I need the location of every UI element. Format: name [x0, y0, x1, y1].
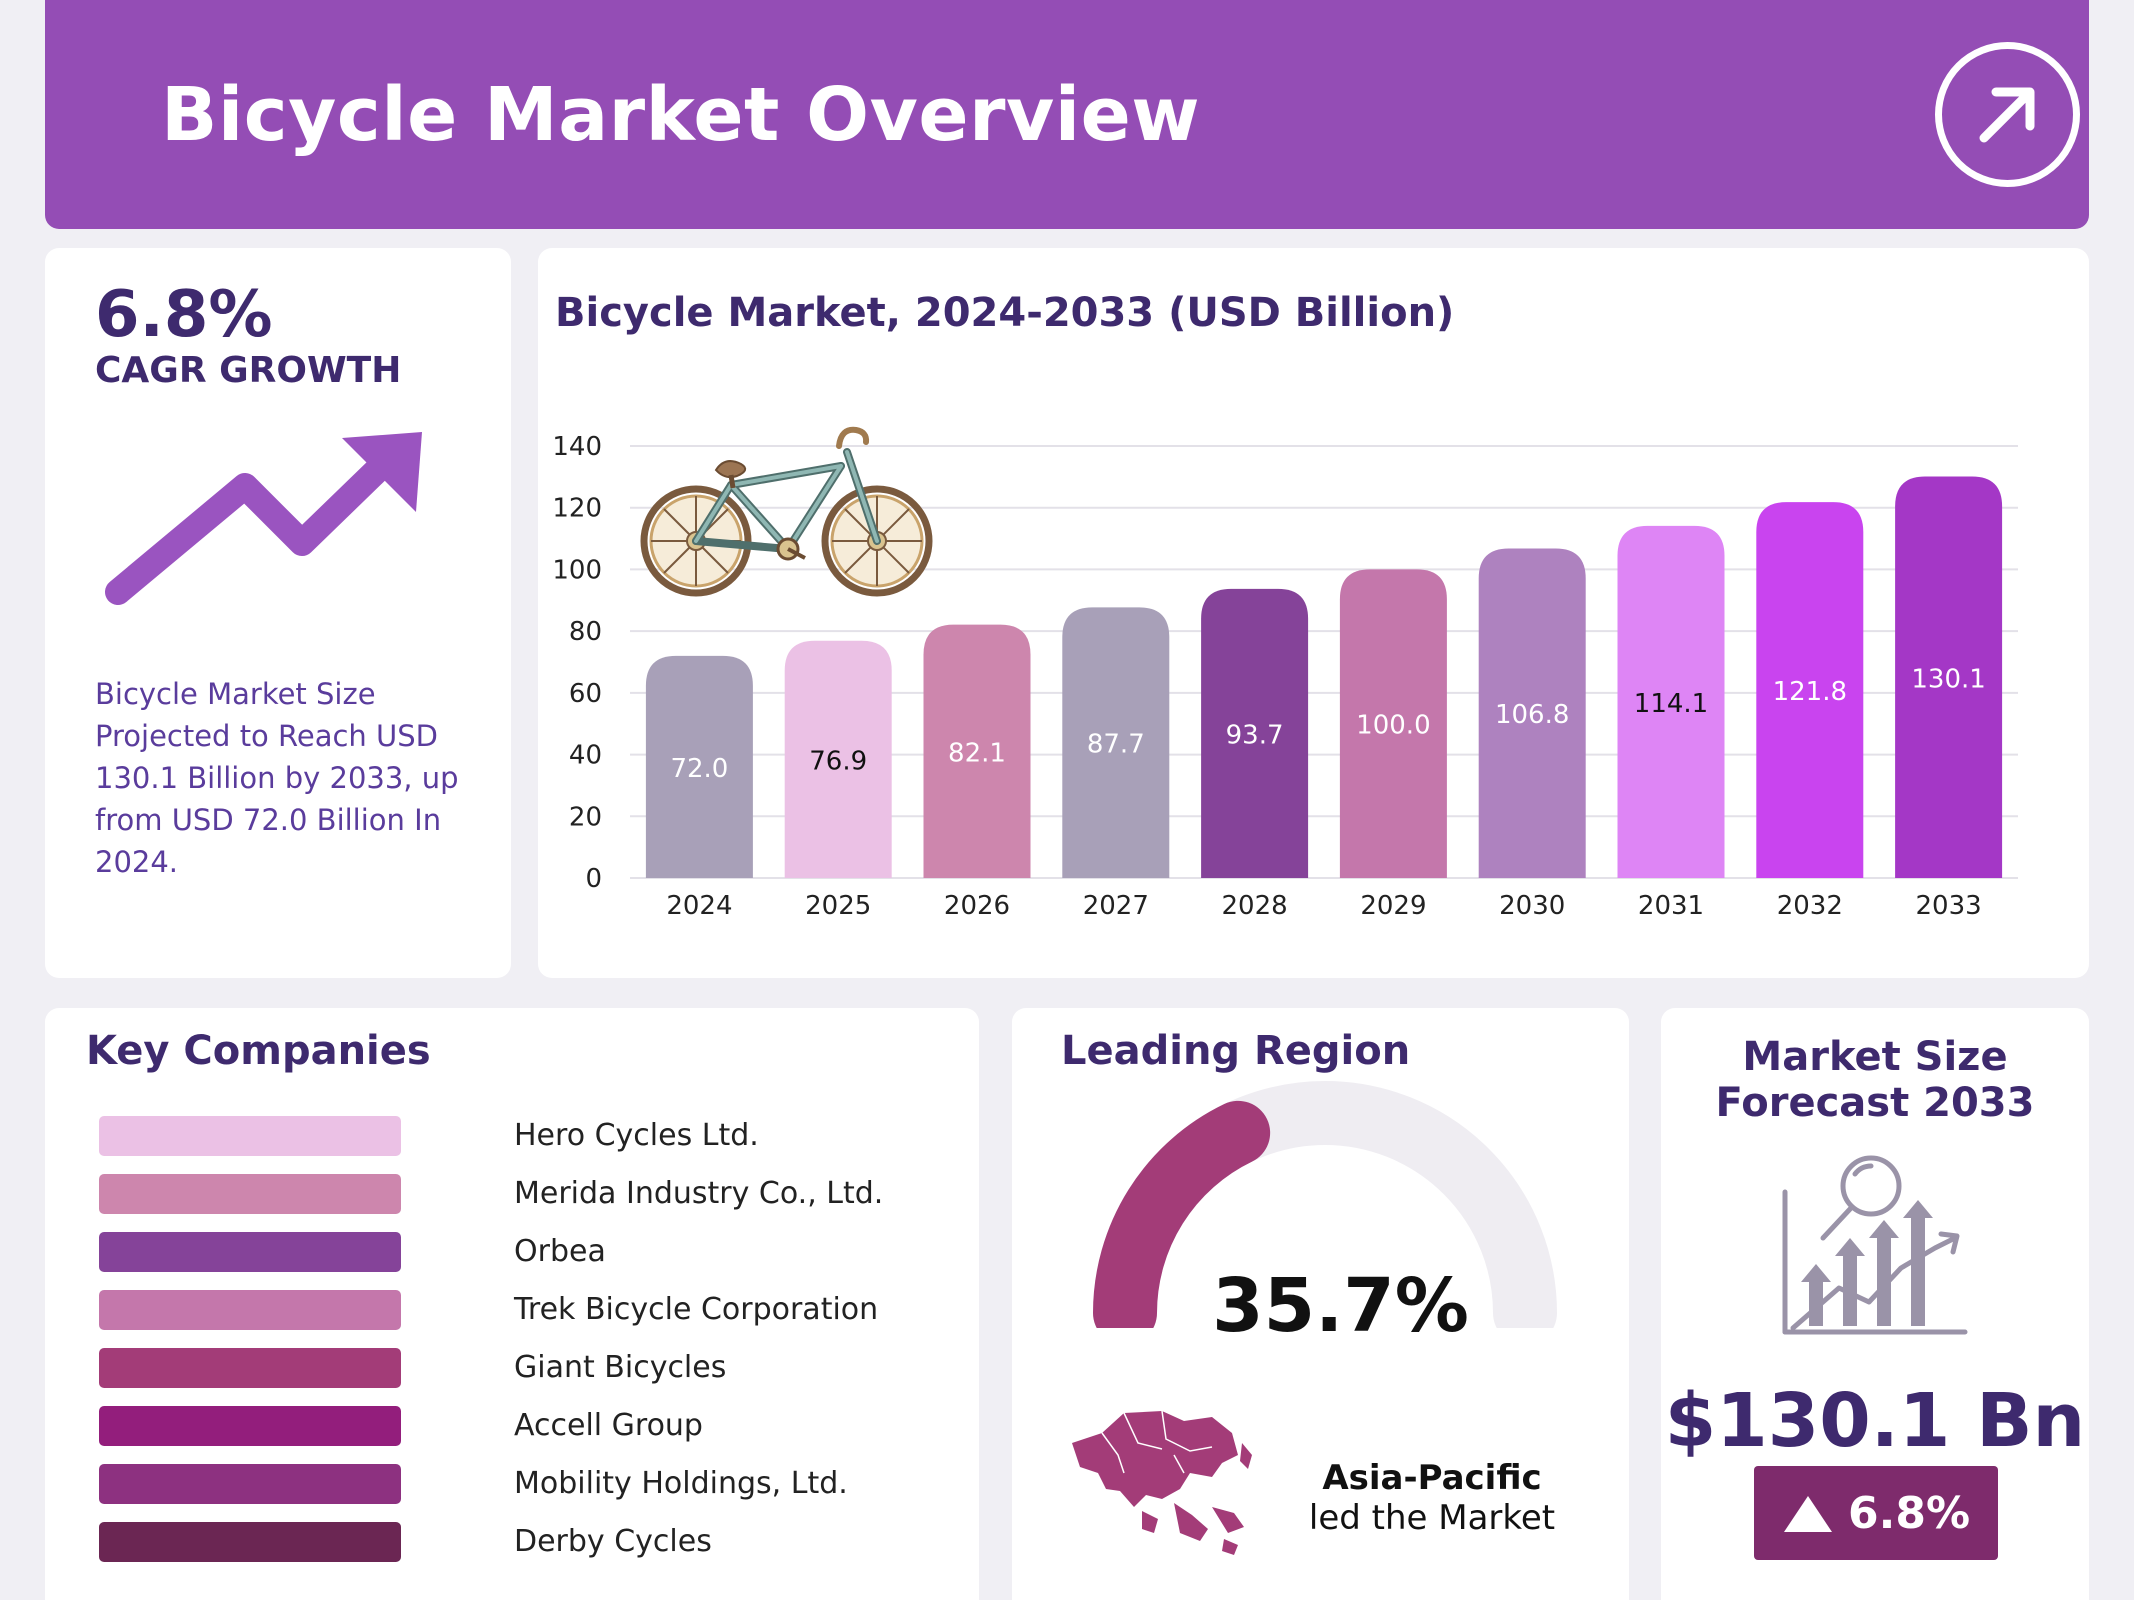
y-tick-label: 20	[569, 802, 602, 832]
company-name: Mobility Holdings, Ltd.	[514, 1466, 848, 1501]
company-swatch	[99, 1522, 401, 1562]
company-name: Accell Group	[514, 1408, 703, 1443]
company-item: Trek Bicycle Corporation	[99, 1290, 899, 1330]
bar-value-label: 93.7	[1226, 720, 1284, 750]
chart-title: Bicycle Market, 2024-2033 (USD Billion)	[555, 290, 1455, 336]
company-swatch	[99, 1232, 401, 1272]
x-tick-label: 2026	[944, 891, 1010, 921]
bar	[1895, 476, 2003, 878]
y-tick-label: 140	[552, 432, 602, 462]
x-tick-label: 2032	[1777, 891, 1843, 921]
company-item: Derby Cycles	[99, 1522, 899, 1562]
y-tick-label: 80	[569, 617, 602, 647]
company-item: Mobility Holdings, Ltd.	[99, 1464, 899, 1504]
x-tick-label: 2031	[1638, 891, 1704, 921]
analytics-growth-icon	[1779, 1152, 1969, 1346]
bar	[1617, 525, 1725, 878]
company-name: Hero Cycles Ltd.	[514, 1118, 759, 1153]
key-companies-title: Key Companies	[86, 1028, 431, 1074]
company-item: Accell Group	[99, 1406, 899, 1446]
x-tick-label: 2029	[1360, 891, 1426, 921]
bar	[1062, 607, 1170, 878]
company-name: Giant Bicycles	[514, 1350, 727, 1385]
bar	[784, 640, 892, 878]
bar-value-label: 82.1	[948, 738, 1006, 768]
company-name: Trek Bicycle Corporation	[514, 1292, 879, 1327]
x-tick-label: 2028	[1222, 891, 1288, 921]
forecast-value: $130.1 Bn	[1664, 1378, 2086, 1464]
y-tick-label: 100	[552, 555, 602, 585]
company-swatch	[99, 1116, 401, 1156]
bicycle-illustration	[640, 426, 933, 597]
company-swatch	[99, 1290, 401, 1330]
trend-up-icon	[100, 428, 430, 632]
asia-pacific-map-icon	[1062, 1403, 1262, 1567]
forecast-title: Market Size Forecast 2033	[1715, 1034, 2035, 1126]
company-item: Orbea	[99, 1232, 899, 1272]
gauge-fill	[1093, 1100, 1271, 1328]
cagr-label: CAGR GROWTH	[95, 350, 402, 391]
company-name: Merida Industry Co., Ltd.	[514, 1176, 884, 1211]
growth-badge: 6.8%	[1754, 1466, 1998, 1560]
triangle-up-icon	[1784, 1496, 1832, 1532]
y-tick-label: 120	[552, 494, 602, 524]
company-swatch	[99, 1406, 401, 1446]
region-name: Asia-Pacific	[1322, 1458, 1542, 1498]
bar	[645, 655, 753, 878]
company-swatch	[99, 1464, 401, 1504]
leading-region-title: Leading Region	[1061, 1028, 1411, 1074]
bar-chart: 0 20 40 60 80 100 120 140 72.0 2024 76.9 2025 82.1 20…	[552, 426, 2018, 921]
x-tick-label: 2025	[805, 891, 871, 921]
bar-value-label: 121.8	[1773, 677, 1847, 707]
bar	[1478, 548, 1586, 878]
x-tick-label: 2030	[1499, 891, 1565, 921]
company-name: Derby Cycles	[514, 1524, 712, 1559]
bar	[1756, 502, 1864, 878]
forecast-card: Market Size Forecast 2033 $130.1 Bn 6.8%	[1661, 1008, 2089, 1600]
bar	[1339, 569, 1447, 878]
y-tick-label: 40	[569, 741, 602, 771]
bar	[1201, 588, 1309, 878]
company-item: Hero Cycles Ltd.	[99, 1116, 899, 1156]
y-tick-label: 60	[569, 679, 602, 709]
bar-value-label: 114.1	[1634, 689, 1708, 719]
growth-badge-value: 6.8%	[1848, 1488, 1971, 1539]
leading-region-card: Leading Region 35.7% Asia-Pacific led th…	[1012, 1008, 1629, 1600]
bar-value-label: 100.0	[1356, 711, 1430, 741]
x-tick-label: 2027	[1083, 891, 1149, 921]
x-tick-label: 2033	[1916, 891, 1982, 921]
company-swatch	[99, 1348, 401, 1388]
bar-value-label: 72.0	[670, 754, 728, 784]
region-share-value: 35.7%	[1212, 1263, 1469, 1349]
chart-card: Bicycle Market, 2024-2033 (USD Billion)	[538, 248, 2089, 978]
key-companies-card: Key Companies Hero Cycles Ltd. Merida In…	[45, 1008, 979, 1600]
page-title: Bicycle Market Overview	[161, 72, 1201, 158]
cagr-description: Bicycle Market Size Projected to Reach U…	[95, 677, 459, 879]
region-subtitle: led the Market	[1308, 1498, 1556, 1538]
bar-value-label: 106.8	[1495, 700, 1569, 730]
region-share-gauge	[1093, 1081, 1557, 1328]
bar-value-label: 76.9	[809, 746, 867, 776]
x-tick-label: 2024	[666, 891, 732, 921]
header-banner: Bicycle Market Overview	[45, 0, 2089, 229]
company-item: Merida Industry Co., Ltd.	[99, 1174, 899, 1214]
bar-value-label: 87.7	[1087, 730, 1145, 760]
company-name: Orbea	[514, 1234, 606, 1269]
company-item: Giant Bicycles	[99, 1348, 899, 1388]
y-tick-label: 0	[585, 864, 602, 894]
company-swatch	[99, 1174, 401, 1214]
bar	[923, 624, 1031, 878]
bar-value-label: 130.1	[1911, 664, 1985, 694]
cagr-card: 6.8% CAGR GROWTH Bicycle Market Size Pro…	[45, 248, 511, 978]
arrow-up-right-icon[interactable]	[1935, 42, 2080, 187]
cagr-value: 6.8%	[95, 278, 273, 352]
